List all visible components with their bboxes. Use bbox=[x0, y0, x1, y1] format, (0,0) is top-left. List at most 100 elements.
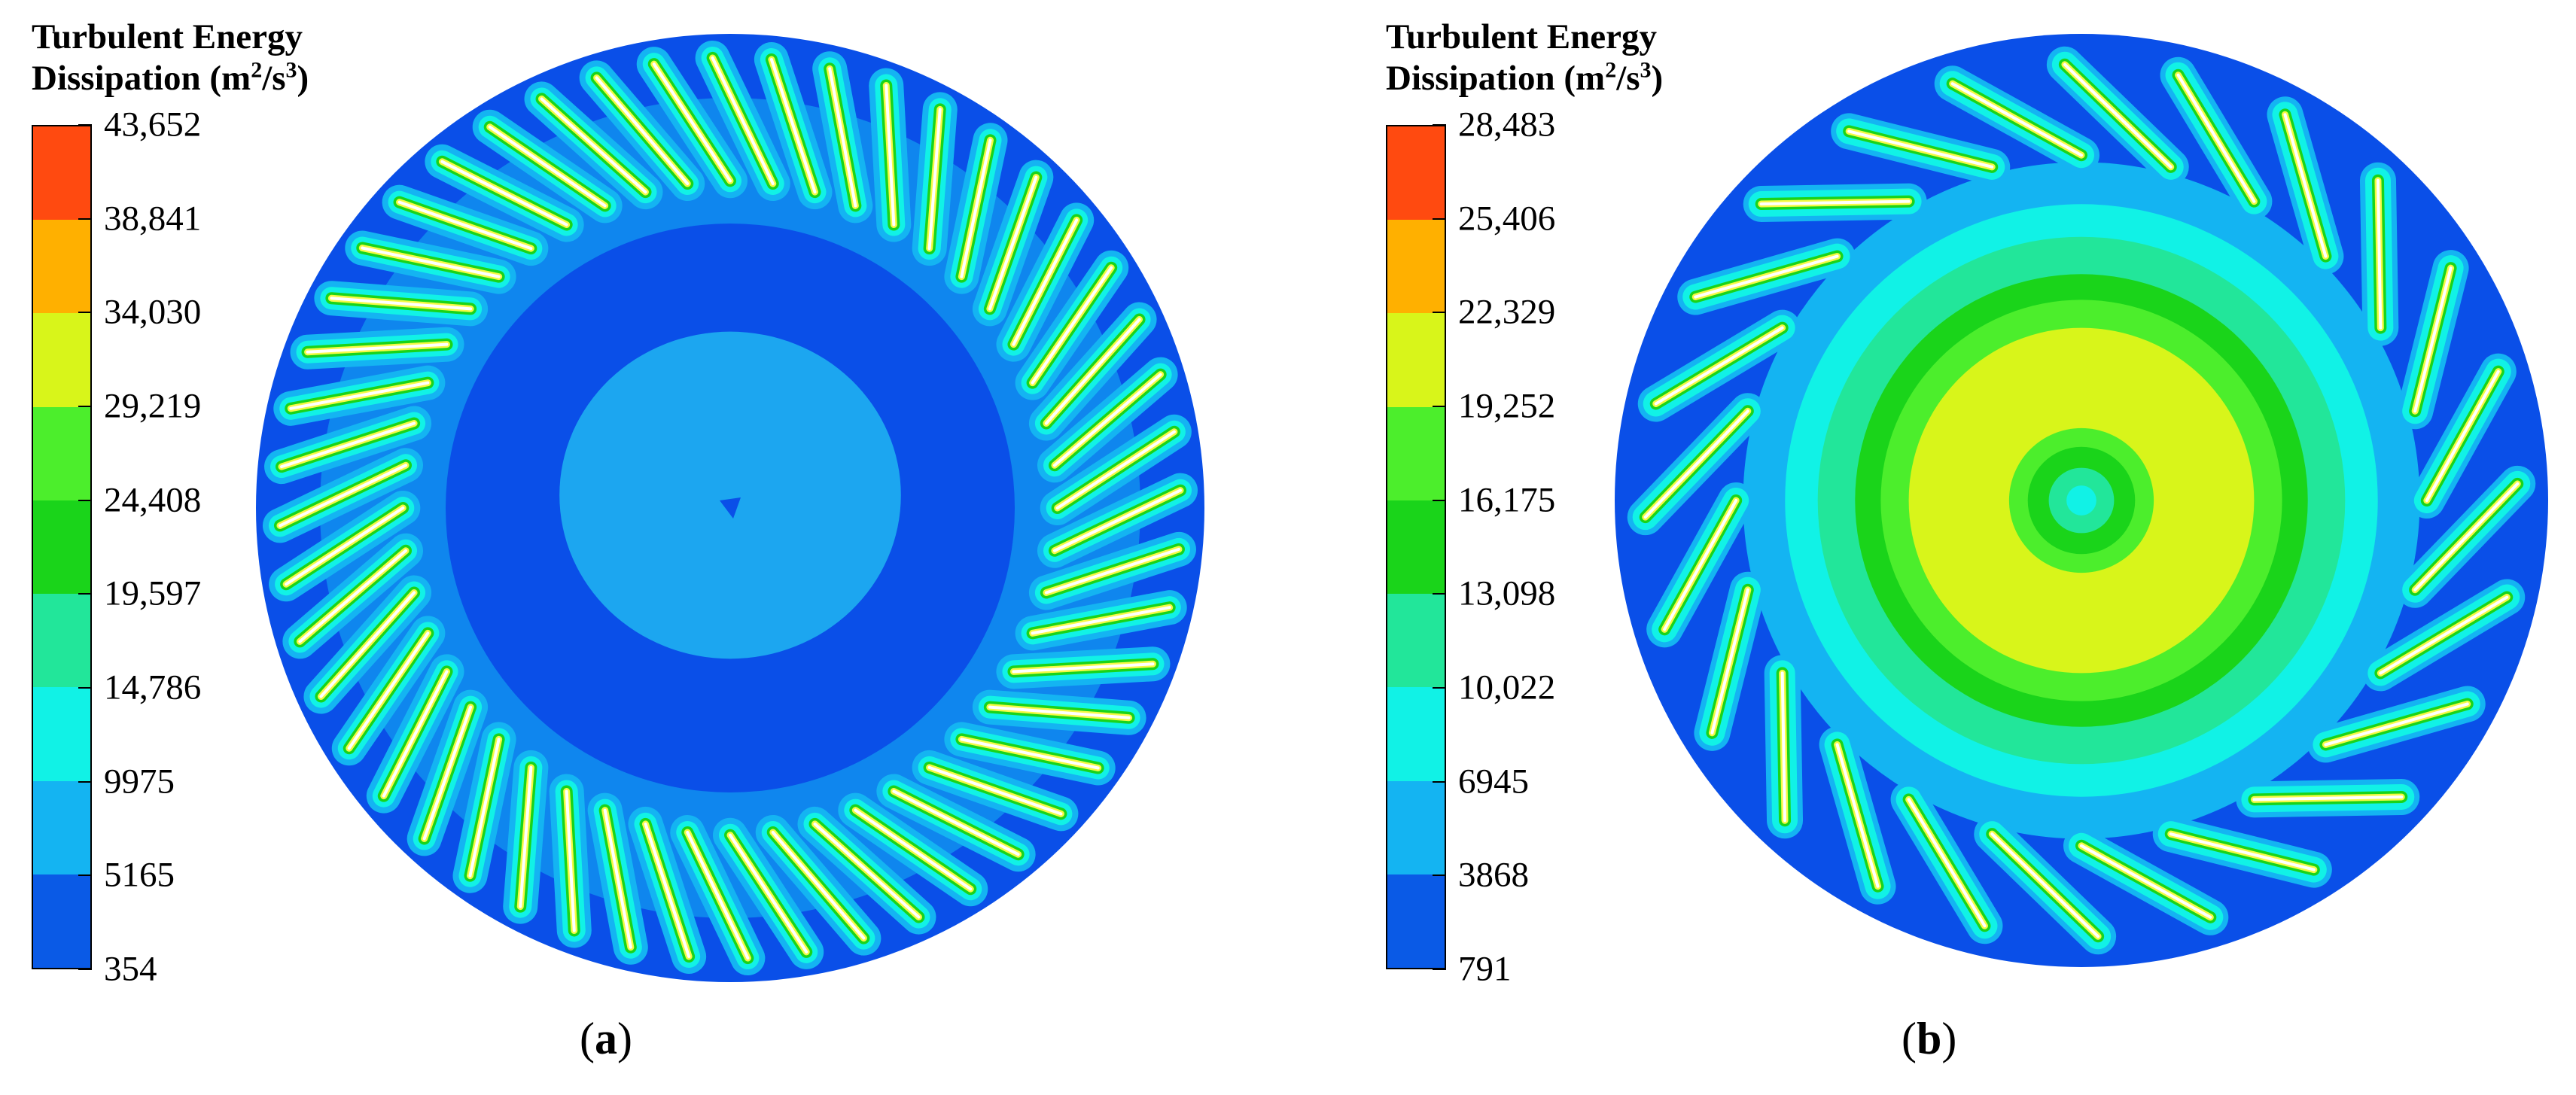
blade-white-edge bbox=[686, 830, 750, 960]
blade-white-edge bbox=[927, 765, 1063, 816]
stator-blade bbox=[838, 792, 988, 907]
blade-white-edge bbox=[2425, 370, 2500, 502]
stator-blade bbox=[314, 281, 489, 327]
colorbar-segment bbox=[1387, 594, 1445, 688]
blade-white-edge bbox=[2376, 178, 2383, 330]
blade-white-edge bbox=[1710, 588, 1749, 735]
colorbar-segment bbox=[33, 687, 90, 781]
stator-blade bbox=[2362, 579, 2526, 692]
stator-blade bbox=[944, 123, 1008, 294]
blade-white-edge bbox=[960, 138, 992, 278]
stator-blade bbox=[2236, 778, 2420, 818]
stator-blade bbox=[2397, 465, 2536, 608]
colorbar-segment bbox=[33, 874, 90, 968]
stator-blade bbox=[269, 491, 421, 602]
blade-white-edge bbox=[440, 160, 568, 227]
colorbar-tick bbox=[78, 780, 92, 783]
blade-white-edge bbox=[278, 464, 408, 528]
stator-blade bbox=[2046, 46, 2189, 185]
stator-blade bbox=[1040, 414, 1192, 525]
blade-white-edge bbox=[1950, 82, 2083, 157]
blade-white-edge bbox=[729, 833, 808, 954]
colorbar-segment bbox=[33, 780, 90, 874]
colorbar-segment bbox=[1387, 780, 1445, 874]
blade-white-edge bbox=[1031, 606, 1171, 635]
stator-blade bbox=[797, 806, 936, 935]
blade-white-edge bbox=[468, 738, 501, 878]
stator-blade bbox=[670, 814, 766, 976]
blade-white-edge bbox=[1044, 318, 1141, 425]
stator-blade bbox=[1037, 357, 1178, 483]
blade-white-edge bbox=[927, 108, 942, 251]
legend-title-line1: Turbulent Energy bbox=[32, 17, 303, 56]
legend-title-line2: Dissipation (m2/s3) bbox=[32, 57, 309, 98]
colorbar-segment bbox=[33, 500, 90, 595]
stator-blade bbox=[972, 160, 1054, 327]
panel-label-b: (b) bbox=[1902, 1014, 1957, 1063]
stator-blade bbox=[636, 47, 748, 199]
blade-white-edge bbox=[519, 765, 533, 908]
blade-white-edge bbox=[289, 381, 430, 410]
stator-blade bbox=[754, 42, 833, 210]
colorbar-segment bbox=[1387, 406, 1445, 500]
stator-blade bbox=[1974, 816, 2117, 955]
stator-blade bbox=[425, 144, 584, 242]
dissipation-contour-a bbox=[256, 34, 1204, 982]
colorbar-tick bbox=[1433, 217, 1446, 220]
blade-white-edge bbox=[711, 56, 775, 186]
blade-white-edge bbox=[1990, 832, 2100, 938]
blade-white-edge bbox=[1907, 798, 1987, 928]
colorbar-tick bbox=[1433, 969, 1446, 970]
stator-blade bbox=[2397, 250, 2469, 430]
blade-white-edge bbox=[1031, 266, 1113, 385]
colorbar-tick bbox=[78, 124, 92, 126]
colorbar-tick bbox=[1433, 124, 1446, 126]
colorbar-tick-label: 24,408 bbox=[104, 480, 202, 520]
blade-group bbox=[1627, 46, 2536, 955]
blade-white-edge bbox=[595, 76, 690, 186]
blade-white-edge bbox=[644, 822, 691, 958]
colorbar-tick bbox=[1433, 593, 1446, 595]
colorbar-tick bbox=[78, 499, 92, 501]
colorbar-segment bbox=[33, 220, 90, 314]
blade-white-edge bbox=[306, 342, 449, 354]
colorbar-tick-label: 43,652 bbox=[104, 105, 202, 144]
colorbar-tick bbox=[78, 406, 92, 407]
stator-blade bbox=[331, 616, 446, 766]
panel-label-a: (a) bbox=[580, 1014, 632, 1063]
stator-blade bbox=[812, 51, 873, 224]
stator-blade bbox=[1819, 726, 1896, 905]
colorbar-tick bbox=[1433, 874, 1446, 877]
colorbar bbox=[32, 125, 92, 969]
blade-white-edge bbox=[1044, 547, 1180, 595]
blade-white-edge bbox=[1780, 671, 1787, 823]
blade-white-edge bbox=[2080, 844, 2212, 919]
colorbar-tick-label: 13,098 bbox=[1458, 573, 1556, 613]
colorbar-tick-label: 25,406 bbox=[1458, 199, 1556, 239]
stator-blade bbox=[972, 689, 1146, 735]
legend-title: Turbulent Energy Dissipation (m2/s3) bbox=[1386, 17, 1663, 99]
colorbar-tick bbox=[78, 874, 92, 877]
blade-white-edge bbox=[1663, 499, 1738, 631]
stator-blade bbox=[1037, 473, 1198, 568]
stator-blade bbox=[382, 184, 549, 266]
panel-a: Turbulent Energy Dissipation (m2/s3) 43,… bbox=[32, 17, 1204, 1063]
blade-white-edge bbox=[280, 421, 416, 469]
stator-blade bbox=[2267, 96, 2344, 275]
stator-blade bbox=[996, 646, 1171, 689]
stator-blade bbox=[869, 68, 912, 242]
center-probe-mark bbox=[720, 497, 741, 519]
blade-white-edge bbox=[1654, 326, 1784, 406]
stator-blade bbox=[503, 750, 549, 924]
blade-white-edge bbox=[2169, 832, 2316, 871]
blade-white-edge bbox=[422, 705, 473, 841]
blade-white-edge bbox=[988, 175, 1038, 311]
blade-white-edge bbox=[988, 705, 1131, 719]
stator-blade bbox=[2307, 686, 2486, 763]
colorbar-segment bbox=[33, 594, 90, 688]
blade-white-edge bbox=[2324, 702, 2469, 747]
colorbar-tick-label: 29,219 bbox=[104, 386, 202, 426]
blade-white-edge bbox=[347, 631, 430, 750]
stator-blade bbox=[262, 448, 424, 543]
blade-white-edge bbox=[1759, 199, 1911, 206]
